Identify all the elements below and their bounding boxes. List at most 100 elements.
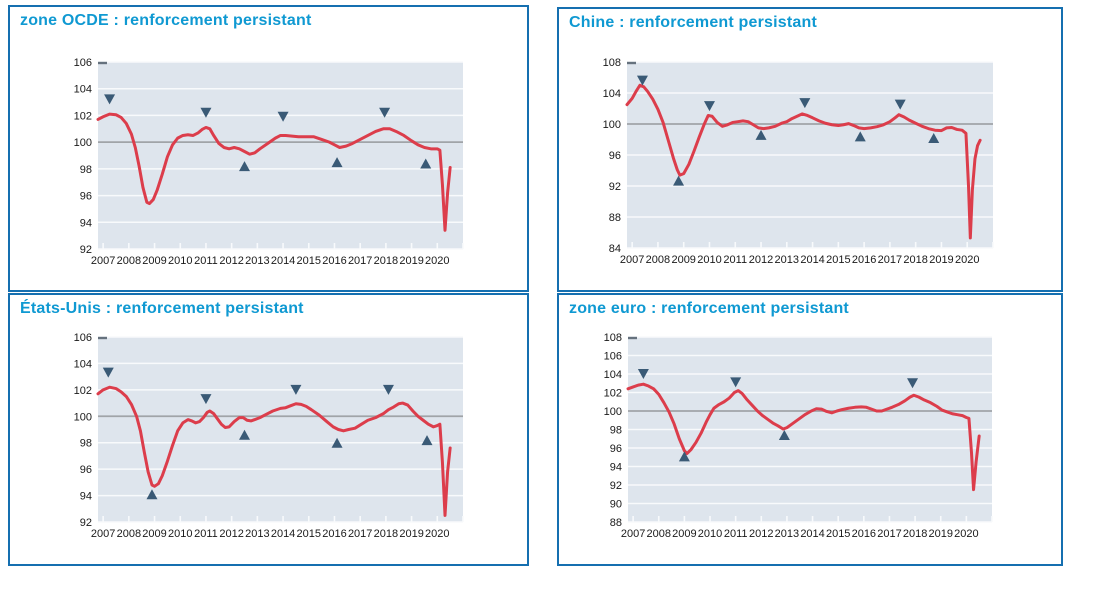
x-axis-label: 2020 — [955, 254, 979, 266]
x-axis-label: 2014 — [800, 254, 824, 266]
series-line-Chine — [625, 83, 982, 240]
panel-zone-euro: zone euro : renforcement persistant 88 90… — [557, 293, 1063, 566]
panel-zone-ocde: zone OCDE : renforcement persistant 92 94… — [8, 5, 529, 292]
y-axis-label: 108 — [604, 332, 622, 344]
y-axis-label: 98 — [610, 425, 622, 437]
turning-point-up-marker — [331, 437, 343, 448]
x-axis-label: 2013 — [245, 528, 269, 540]
y-axis-label: 102 — [604, 388, 622, 400]
x-axis-label: 2011 — [194, 255, 218, 267]
x-axis-label: 2014 — [271, 255, 295, 267]
y-axis-label: 88 — [610, 517, 622, 529]
chart-title-zone-ocde: zone OCDE : renforcement persistant — [20, 12, 312, 29]
turning-point-down-marker — [104, 94, 116, 105]
panel-chine: Chine : renforcement persistant 84 88 92 96… — [557, 7, 1063, 292]
x-axis-label: 2020 — [425, 255, 449, 267]
x-axis-label: 2018 — [374, 528, 398, 540]
y-axis-label: 102 — [74, 385, 92, 397]
x-axis-label: 2018 — [374, 255, 398, 267]
y-axis-label: 106 — [74, 332, 92, 344]
turning-point-up-marker — [421, 435, 433, 446]
y-axis-label: 104 — [604, 369, 622, 381]
turning-point-down-marker — [277, 111, 289, 122]
x-axis-label: 2013 — [245, 255, 269, 267]
plot-area — [98, 62, 463, 249]
x-axis-label: 2012 — [219, 528, 243, 540]
x-axis-label: 2014 — [271, 528, 295, 540]
turning-point-down-marker — [703, 101, 715, 112]
y-axis-label: 96 — [80, 191, 92, 203]
y-axis-label: 92 — [610, 480, 622, 492]
turning-point-up-marker — [678, 451, 690, 462]
x-axis-label: 2017 — [877, 528, 901, 540]
x-axis-label: 2007 — [621, 528, 645, 540]
chart-plot-2: 92 94 96 98 100 102 104 106 2007 2008 2009 2010 2011… — [74, 332, 464, 540]
x-axis-label: 2011 — [724, 528, 748, 540]
x-axis-label: 2016 — [322, 528, 346, 540]
x-axis-label: 2019 — [399, 255, 423, 267]
x-axis-label: 2007 — [620, 254, 644, 266]
turning-point-up-marker — [239, 429, 251, 440]
x-axis-label: 2009 — [142, 255, 166, 267]
plot-area — [98, 337, 463, 522]
turning-point-up-marker — [928, 132, 940, 143]
turning-point-down-marker — [290, 384, 302, 395]
turning-point-down-marker — [730, 377, 742, 388]
chart-title-etats-unis: États-Unis : renforcement persistant — [20, 300, 304, 317]
turning-point-down-marker — [102, 367, 114, 378]
x-axis-label: 2019 — [399, 528, 423, 540]
turning-point-down-marker — [636, 75, 648, 86]
y-axis-label: 94 — [610, 462, 622, 474]
x-axis-label: 2014 — [800, 528, 824, 540]
y-axis-label: 90 — [610, 499, 622, 511]
x-axis-label: 2012 — [219, 255, 243, 267]
turning-point-down-marker — [382, 384, 394, 395]
x-axis-label: 2009 — [142, 528, 166, 540]
x-axis-label: 2008 — [117, 255, 141, 267]
y-axis-label: 100 — [603, 119, 621, 131]
x-axis-label: 2008 — [646, 254, 670, 266]
y-axis-label: 96 — [609, 150, 621, 162]
turning-point-up-marker — [420, 158, 432, 169]
y-axis-label: 94 — [80, 217, 92, 229]
y-axis-label: 92 — [80, 517, 92, 529]
x-axis-label: 2007 — [91, 528, 115, 540]
y-axis-label: 106 — [604, 351, 622, 363]
turning-point-down-marker — [894, 99, 906, 110]
x-axis-label: 2011 — [723, 254, 747, 266]
turning-point-up-marker — [239, 161, 251, 172]
y-axis-label: 92 — [609, 181, 621, 193]
x-axis-label: 2015 — [826, 254, 850, 266]
y-axis-label: 104 — [74, 358, 92, 370]
x-axis-label: 2016 — [852, 528, 876, 540]
y-axis-label: 88 — [609, 212, 621, 224]
x-axis-label: 2018 — [903, 254, 927, 266]
x-axis-label: 2017 — [348, 255, 372, 267]
y-axis-label: 108 — [603, 57, 621, 69]
turning-point-down-marker — [637, 369, 649, 379]
panel-etats-unis: États-Unis : renforcement persistant 92 9… — [8, 293, 529, 566]
x-axis-label: 2017 — [878, 254, 902, 266]
x-axis-label: 2020 — [425, 528, 449, 540]
series-line-zone euro — [626, 382, 981, 492]
x-axis-label: 2011 — [194, 528, 218, 540]
turning-point-up-marker — [854, 131, 866, 142]
y-axis-label: 96 — [80, 464, 92, 476]
x-axis-label: 2015 — [297, 255, 321, 267]
chart-plot-0: 92 94 96 98 100 102 104 106 2007 2008 2009 2010 2011… — [74, 57, 464, 267]
y-axis-label: 84 — [609, 243, 621, 255]
y-axis-label: 100 — [604, 406, 622, 418]
turning-point-down-marker — [200, 107, 212, 118]
x-axis-label: 2020 — [954, 528, 978, 540]
y-axis-label: 94 — [80, 491, 92, 503]
x-axis-label: 2015 — [826, 528, 850, 540]
turning-point-down-marker — [907, 378, 919, 389]
turning-point-up-marker — [673, 175, 685, 186]
y-axis-label: 98 — [80, 164, 92, 176]
turning-point-down-marker — [379, 107, 391, 118]
y-axis-label: 100 — [74, 137, 92, 149]
series-line-États-Unis — [96, 385, 452, 517]
x-axis-label: 2016 — [852, 254, 876, 266]
